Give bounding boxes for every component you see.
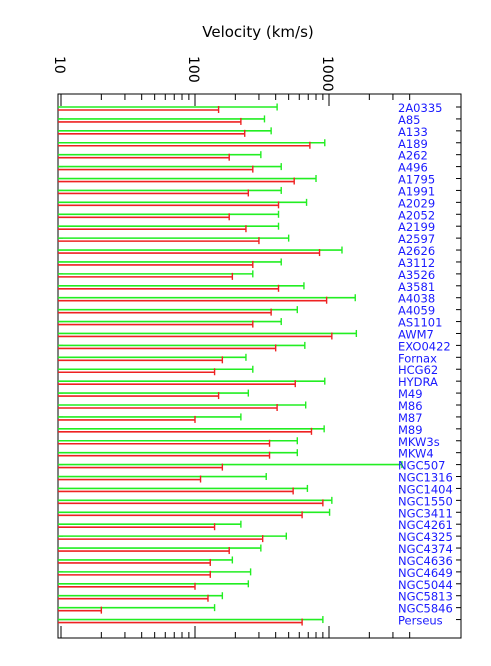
category-label: M86 xyxy=(398,399,423,413)
category-label: NGC507 xyxy=(398,459,446,473)
category-label: A1991 xyxy=(398,184,435,198)
category-label: EXO0422 xyxy=(398,339,451,353)
category-label: NGC1404 xyxy=(398,482,453,496)
category-label: A2597 xyxy=(398,232,435,246)
category-label: NGC4374 xyxy=(398,542,453,556)
category-label: A496 xyxy=(398,161,428,175)
category-label: MKW3s xyxy=(398,435,440,449)
category-label: M87 xyxy=(398,411,423,425)
x-tick-label: 10 xyxy=(51,56,67,74)
category-labels: 2A0335A85A133A189A262A496A1795A1991A2029… xyxy=(398,101,453,628)
x-tick-label: 100 xyxy=(185,56,201,83)
category-label: M49 xyxy=(398,387,423,401)
category-label: A1795 xyxy=(398,173,435,187)
category-label: 2A0335 xyxy=(398,101,442,115)
category-label: NGC4636 xyxy=(398,554,453,568)
category-label: NGC4325 xyxy=(398,530,453,544)
category-label: NGC3411 xyxy=(398,506,453,520)
category-label: A133 xyxy=(398,125,428,139)
category-label: HCG62 xyxy=(398,363,438,377)
category-label: NGC1550 xyxy=(398,494,453,508)
category-label: A3526 xyxy=(398,268,435,282)
category-label: NGC4649 xyxy=(398,566,453,580)
category-label: A2052 xyxy=(398,208,435,222)
category-label: NGC4261 xyxy=(398,518,453,532)
x-tick-label: 1000 xyxy=(319,56,335,92)
category-label: NGC5846 xyxy=(398,602,453,616)
category-label: A2029 xyxy=(398,196,435,210)
category-label: A2199 xyxy=(398,220,435,234)
category-label: AS1101 xyxy=(398,316,442,330)
category-label: Fornax xyxy=(398,351,437,365)
category-label: Perseus xyxy=(398,614,443,628)
category-label: A4059 xyxy=(398,304,435,318)
category-label: A85 xyxy=(398,113,421,127)
plot-frame xyxy=(57,93,462,639)
axis-tick-labels: 10 100 1000 xyxy=(51,56,335,92)
category-label: NGC5813 xyxy=(398,590,453,604)
category-label: MKW4 xyxy=(398,447,434,461)
bar-series xyxy=(58,103,403,626)
category-label: A262 xyxy=(398,149,428,163)
category-label: NGC1316 xyxy=(398,471,453,485)
category-label: AWM7 xyxy=(398,327,434,341)
category-label: A2626 xyxy=(398,244,435,258)
category-label: NGC5044 xyxy=(398,578,453,592)
category-label: M89 xyxy=(398,423,423,437)
category-label: A4038 xyxy=(398,292,435,306)
category-label: A189 xyxy=(398,137,428,151)
category-label: HYDRA xyxy=(398,375,438,389)
category-label: A3581 xyxy=(398,280,435,294)
x-axis-title: Velocity (km/s) xyxy=(202,23,313,41)
category-label: A3112 xyxy=(398,256,435,270)
